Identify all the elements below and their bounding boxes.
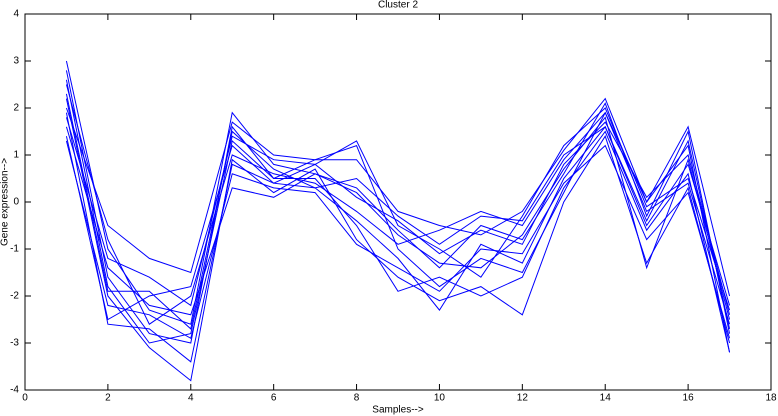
y-tick-label: 3	[13, 56, 19, 67]
data-line	[65, 79, 731, 353]
x-tick-label: 12	[517, 393, 529, 404]
data-line	[65, 98, 731, 382]
x-axis-label: Samples-->	[372, 405, 424, 416]
x-tick-label: 18	[765, 393, 777, 404]
x-tick-label: 16	[683, 393, 695, 404]
x-tick-label: 0	[22, 393, 28, 404]
x-tick-label: 10	[434, 393, 446, 404]
y-tick-label: -3	[10, 338, 19, 349]
y-tick-label: -4	[10, 385, 19, 396]
y-tick-label: 1	[13, 150, 19, 161]
y-tick-label: 4	[13, 9, 19, 20]
x-tick-label: 8	[354, 393, 360, 404]
x-tick-label: 6	[271, 393, 277, 404]
data-line	[65, 140, 731, 340]
data-line	[65, 117, 731, 315]
data-line	[65, 70, 731, 353]
data-line	[65, 107, 731, 363]
data-line	[65, 116, 731, 320]
x-tick-label: 2	[105, 393, 111, 404]
y-tick-label: 0	[13, 197, 19, 208]
data-line	[65, 93, 731, 330]
y-tick-label: 2	[13, 103, 19, 114]
x-tick-label: 4	[188, 393, 194, 404]
data-line	[65, 126, 731, 321]
y-tick-label: -1	[10, 244, 19, 255]
data-line	[65, 84, 731, 325]
x-tick-label: 14	[600, 393, 612, 404]
y-axis-label: Gene expression-->	[0, 158, 11, 246]
chart-title: Cluster 2	[378, 0, 418, 11]
data-line	[65, 97, 731, 297]
y-tick-label: -2	[10, 291, 19, 302]
